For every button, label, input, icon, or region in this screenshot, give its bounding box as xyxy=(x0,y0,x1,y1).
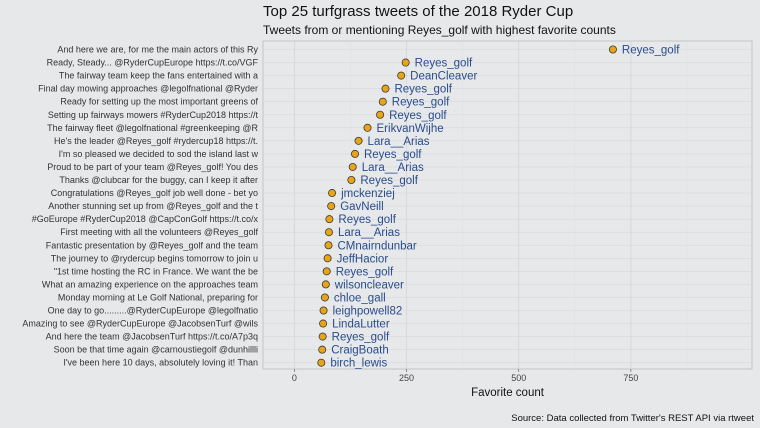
y-tick-label: And here we are, for me the main actors … xyxy=(57,45,258,55)
data-label: jmckenziej xyxy=(340,188,395,200)
y-tick-label: The journey to @rydercup begins tomorrow… xyxy=(51,253,258,263)
y-tick-label: And here the team @JacobsenTurf https://… xyxy=(46,332,258,342)
data-point xyxy=(363,123,372,132)
y-tick-label: Thanks @clubcar for the buggy, can I kee… xyxy=(59,175,258,185)
y-tick-label: Fantastic presentation by @Reyes_golf an… xyxy=(46,240,258,250)
data-label: chloe_gall xyxy=(334,292,386,304)
y-tick-label: Final day mowing approaches @legolfnatio… xyxy=(38,84,258,94)
chart-subtitle: Tweets from or mentioning Reyes_golf wit… xyxy=(263,23,616,37)
y-tick-label: Ready, Steady... @RyderCupEurope https:/… xyxy=(47,58,259,68)
data-point xyxy=(381,84,390,93)
y-tick-label: Another stunning set up from @Reyes_golf… xyxy=(48,201,258,211)
y-tick-label: He's the leader @Reyes_golf #rydercup18 … xyxy=(54,136,258,146)
data-label: Lara__Arias xyxy=(368,136,430,148)
y-tick-label: One day to go.........@RyderCupEurope @l… xyxy=(48,306,258,316)
data-label: CMnairndunbar xyxy=(337,240,416,252)
data-label: Reyes_golf xyxy=(332,332,390,344)
data-point xyxy=(401,58,410,67)
data-point xyxy=(320,293,329,302)
data-point xyxy=(322,267,331,276)
data-point xyxy=(397,71,406,80)
data-point xyxy=(319,306,328,315)
x-tick-label: 0 xyxy=(292,373,297,383)
data-label: leighpowell82 xyxy=(333,306,403,318)
data-point xyxy=(323,254,332,263)
data-point xyxy=(608,45,617,54)
grid xyxy=(263,41,752,369)
y-tick-label: Setting up fairways mowers #RyderCup2018… xyxy=(48,110,259,120)
data-point xyxy=(318,332,327,341)
tweet-labels: And here we are, for me the main actors … xyxy=(22,45,258,368)
data-label: Reyes_golf xyxy=(360,175,418,187)
data-points xyxy=(317,45,617,367)
data-label: Reyes_golf xyxy=(415,58,473,70)
x-axis-ticks: 0 250 500 750 xyxy=(292,369,638,383)
y-tick-label: The fairway fleet @legolfnational #green… xyxy=(47,123,258,133)
data-label: ErikvanWijhe xyxy=(377,123,444,135)
data-point xyxy=(325,215,334,224)
data-point xyxy=(328,189,337,198)
y-tick-label: "1st time hosting the RC in France. We w… xyxy=(54,266,258,276)
plot-panel xyxy=(262,40,753,370)
data-label: Reyes_golf xyxy=(336,266,394,278)
data-point xyxy=(324,228,333,237)
data-point xyxy=(317,358,326,367)
data-point xyxy=(324,241,333,250)
chart-title: Top 25 turfgrass tweets of the 2018 Ryde… xyxy=(263,3,573,20)
data-point xyxy=(319,319,328,328)
data-point xyxy=(327,202,336,211)
y-tick-label: I'm so pleased we decided to sod the isl… xyxy=(59,149,259,159)
y-tick-label: Proud to be part of your team @Reyes_gol… xyxy=(47,162,258,172)
data-label: Lara__Arias xyxy=(338,227,400,239)
y-tick-label: #GoEurope #RyderCup2018 @CapConGolf http… xyxy=(32,214,259,224)
x-tick-label: 750 xyxy=(623,373,638,383)
data-point xyxy=(318,345,327,354)
data-label: Reyes_golf xyxy=(389,110,447,122)
data-label: CraigBoath xyxy=(331,345,389,357)
y-tick-label: Congratulations @Reyes_golf job well don… xyxy=(51,188,258,198)
y-tick-label: First meeting with all the volunteers @R… xyxy=(60,227,258,237)
y-tick-label: Soon be that time again @carnoustiegolf … xyxy=(54,345,258,355)
y-tick-label: The fairway team keep the fans entertain… xyxy=(59,71,258,81)
data-point xyxy=(354,136,363,145)
data-point xyxy=(350,149,359,158)
y-tick-label: What an amazing experience on the approa… xyxy=(42,279,258,289)
data-label: Reyes_golf xyxy=(622,45,680,57)
data-label: GavNeill xyxy=(340,201,383,213)
data-label: Reyes_golf xyxy=(392,97,450,109)
data-label: JeffHacior xyxy=(337,253,389,265)
data-point xyxy=(378,97,387,106)
data-label: LindaLutter xyxy=(332,319,390,331)
data-label: Lara__Arias xyxy=(362,162,424,174)
user-labels: Reyes_golfReyes_golfDeanCleaverReyes_gol… xyxy=(330,45,680,370)
data-label: wilsoncleaver xyxy=(334,279,404,291)
x-tick-label: 500 xyxy=(511,373,526,383)
data-point xyxy=(347,175,356,184)
x-tick-label: 250 xyxy=(399,373,414,383)
x-axis-title: Favorite count xyxy=(471,387,545,399)
data-label: Reyes_golf xyxy=(394,84,452,96)
y-tick-label: I've been here 10 days, absolutely lovin… xyxy=(63,358,258,368)
data-point xyxy=(321,280,330,289)
data-point xyxy=(348,162,357,171)
data-point xyxy=(376,110,385,119)
data-label: birch_lewis xyxy=(330,358,387,370)
y-tick-label: Monday morning at Le Golf National, prep… xyxy=(58,292,258,302)
data-label: DeanCleaver xyxy=(410,71,477,83)
data-label: Reyes_golf xyxy=(364,149,422,161)
y-tick-label: Amazing to see @RyderCupEurope @Jacobsen… xyxy=(22,319,258,329)
y-tick-label: Ready for setting up the most important … xyxy=(60,97,258,107)
data-label: Reyes_golf xyxy=(338,214,396,226)
chart-caption: Source: Data collected from Twitter's RE… xyxy=(511,413,754,424)
